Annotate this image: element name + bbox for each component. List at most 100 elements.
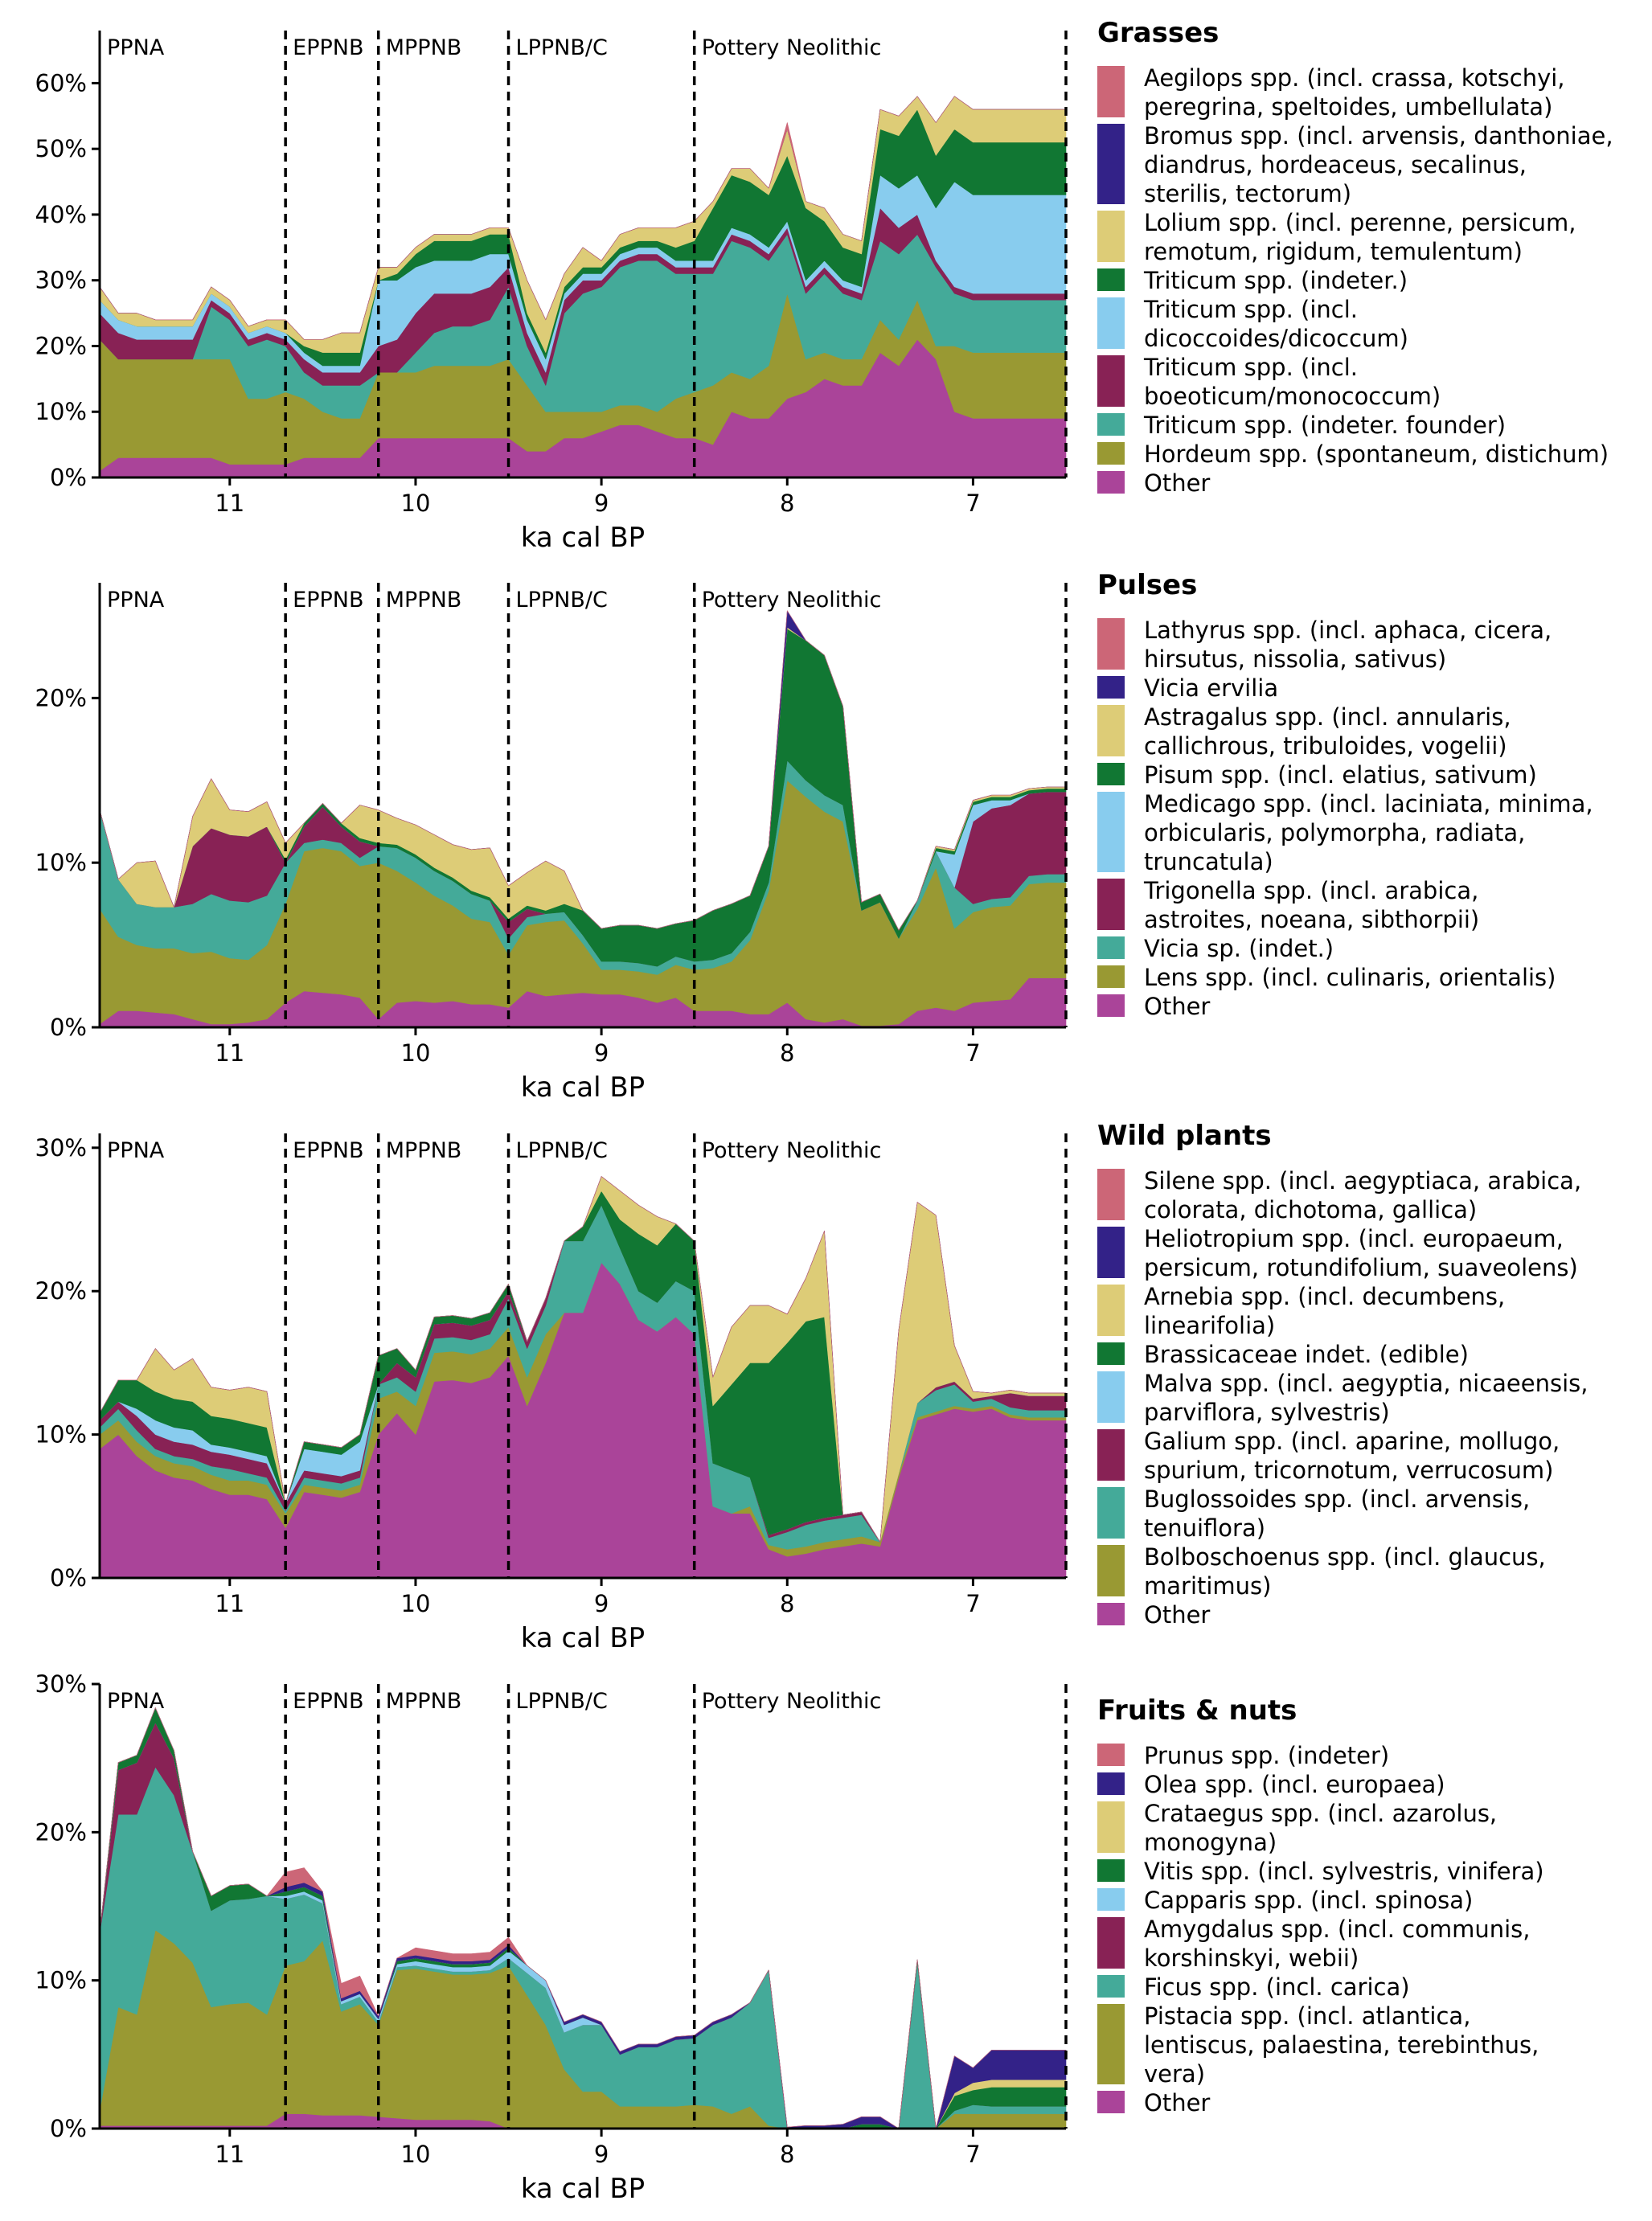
legend-label: vera) (1144, 2060, 1205, 2088)
legend-label: orbicularis, polymorpha, radiata, (1144, 819, 1525, 846)
legend-swatch (1097, 994, 1125, 1017)
x-tick-label: 11 (215, 1590, 244, 1617)
period-label: Pottery Neolithic (702, 1138, 882, 1163)
chart-panel-1: PPNA EPPNB MPPNB LPPNB/C Pottery Neolithic 0%… (35, 569, 1593, 1104)
y-tick-label: 20% (35, 684, 87, 711)
legend-swatch (1097, 676, 1125, 699)
legend-swatch (1097, 936, 1125, 959)
x-tick-label: 10 (401, 1039, 431, 1067)
legend-title: Pulses (1097, 569, 1197, 601)
legend-label: Buglossoides spp. (incl. arvensis, (1144, 1485, 1530, 1513)
period-label: EPPNB (293, 588, 363, 613)
legend-swatch (1097, 442, 1125, 465)
x-tick-label: 8 (780, 490, 794, 517)
legend-swatch (1097, 1227, 1125, 1278)
x-tick-label: 10 (401, 490, 431, 517)
legend-label: persicum, rotundifolium, suaveolens) (1144, 1254, 1578, 1281)
period-label: EPPNB (293, 1138, 363, 1163)
y-tick-label: 0% (50, 1564, 87, 1592)
legend-swatch (1097, 2004, 1125, 2084)
legend-label: Astragalus spp. (incl. annularis, (1144, 703, 1511, 731)
legend-swatch (1097, 413, 1125, 436)
x-tick-label: 7 (965, 1039, 980, 1067)
legend-title: Wild plants (1097, 1120, 1272, 1152)
period-label: EPPNB (293, 1689, 363, 1714)
legend-swatch (1097, 1285, 1125, 1336)
legend-label: Brassicaceae indet. (edible) (1144, 1341, 1469, 1368)
legend-label: Crataegus spp. (incl. azarolus, (1144, 1800, 1497, 1827)
y-tick-label: 0% (50, 2115, 87, 2142)
period-label: MPPNB (386, 1689, 462, 1714)
legend-label: Lolium spp. (incl. perenne, persicum, (1144, 209, 1576, 236)
legend-swatch (1097, 1169, 1125, 1220)
legend-label: Ficus spp. (incl. carica) (1144, 1973, 1410, 2001)
x-tick-label: 7 (965, 2141, 980, 2168)
legend-label: Vitis spp. (incl. sylvestris, vinifera) (1144, 1858, 1544, 1885)
period-label: PPNA (107, 35, 165, 60)
legend-label: colorata, dichotoma, gallica) (1144, 1196, 1477, 1223)
legend-label: boeoticum/monococcum) (1144, 383, 1441, 410)
legend-swatch (1097, 705, 1125, 756)
legend-label: Other (1144, 469, 1210, 497)
legend-label: monogyna) (1144, 1829, 1277, 1856)
y-tick-label: 20% (35, 1277, 87, 1305)
legend-label: callichrous, tribuloides, vogelii) (1144, 732, 1507, 760)
legend-swatch (1097, 965, 1125, 988)
legend-swatch (1097, 211, 1125, 262)
legend-swatch (1097, 1772, 1125, 1795)
legend-label: Triticum spp. (indeter. founder) (1143, 412, 1506, 439)
y-tick-label: 30% (35, 1134, 87, 1162)
legend-label: peregrina, speltoides, umbellulata) (1144, 93, 1552, 121)
x-axis-title: ka cal BP (521, 1622, 645, 1654)
x-axis-title: ka cal BP (521, 1072, 645, 1104)
legend-label: Hordeum spp. (spontaneum, distichum) (1144, 441, 1609, 468)
chart-panel-0: PPNA EPPNB MPPNB LPPNB/C Pottery Neolithic 0%… (35, 17, 1613, 554)
legend-label: Vicia sp. (indet.) (1144, 935, 1334, 962)
x-tick-label: 11 (215, 1039, 244, 1067)
legend-title: Fruits & nuts (1097, 1694, 1297, 1727)
y-tick-label: 20% (35, 1818, 87, 1846)
legend-label: korshinskyi, webii) (1144, 1944, 1359, 1972)
period-label: PPNA (107, 1689, 165, 1714)
legend-swatch (1097, 2091, 1125, 2113)
x-axis-title: ka cal BP (521, 2173, 645, 2205)
y-tick-label: 0% (50, 464, 87, 491)
x-tick-label: 11 (215, 2141, 244, 2168)
x-tick-label: 9 (594, 1039, 609, 1067)
legend-label: Lathyrus spp. (incl. aphaca, cicera, (1144, 617, 1552, 644)
y-tick-label: 30% (35, 267, 87, 294)
legend-label: Bromus spp. (incl. arvensis, danthoniae, (1144, 122, 1613, 150)
x-tick-label: 10 (401, 1590, 431, 1617)
area-series-8 (99, 1176, 1067, 1543)
legend-swatch (1097, 1545, 1125, 1596)
legend-label: Other (1144, 993, 1210, 1020)
legend-label: spurium, tricornotum, verrucosum) (1144, 1457, 1553, 1484)
legend: Fruits & nuts Prunus spp. (indeter)Olea s… (1097, 1694, 1544, 2117)
y-tick-label: 10% (35, 1967, 87, 1994)
legend-label: Medicago spp. (incl. laciniata, minima, (1144, 790, 1593, 818)
legend-label: astroites, noeana, sibthorpii) (1144, 906, 1479, 933)
y-tick-label: 10% (35, 849, 87, 876)
legend-swatch (1097, 1342, 1125, 1365)
legend-swatch (1097, 1603, 1125, 1625)
legend-label: Silene spp. (incl. aegyptiaca, arabica, (1144, 1167, 1581, 1195)
legend-label: Capparis spp. (incl. spinosa) (1144, 1887, 1473, 1914)
period-label: LPPNB/C (516, 1138, 608, 1163)
legend-swatch (1097, 268, 1125, 291)
period-label: PPNA (107, 588, 165, 613)
legend-label: Amygdalus spp. (incl. communis, (1144, 1916, 1530, 1943)
period-label: Pottery Neolithic (702, 588, 882, 613)
legend-label: lentiscus, palaestina, terebinthus, (1144, 2031, 1539, 2059)
legend-label: Other (1144, 2089, 1210, 2117)
period-label: Pottery Neolithic (702, 1689, 882, 1714)
period-label: LPPNB/C (516, 35, 608, 60)
legend-label: Triticum spp. (incl. (1143, 296, 1358, 323)
legend: Pulses Lathyrus spp. (incl. aphaca, cicer… (1097, 569, 1593, 1020)
legend-label: tenuiflora) (1144, 1514, 1265, 1542)
x-tick-label: 8 (780, 2141, 794, 2168)
legend-label: remotum, rigidum, temulentum) (1144, 238, 1523, 265)
legend-title: Grasses (1097, 17, 1219, 49)
legend-label: Vicia ervilia (1144, 674, 1278, 702)
x-tick-label: 7 (965, 1590, 980, 1617)
x-tick-label: 9 (594, 2141, 609, 2168)
